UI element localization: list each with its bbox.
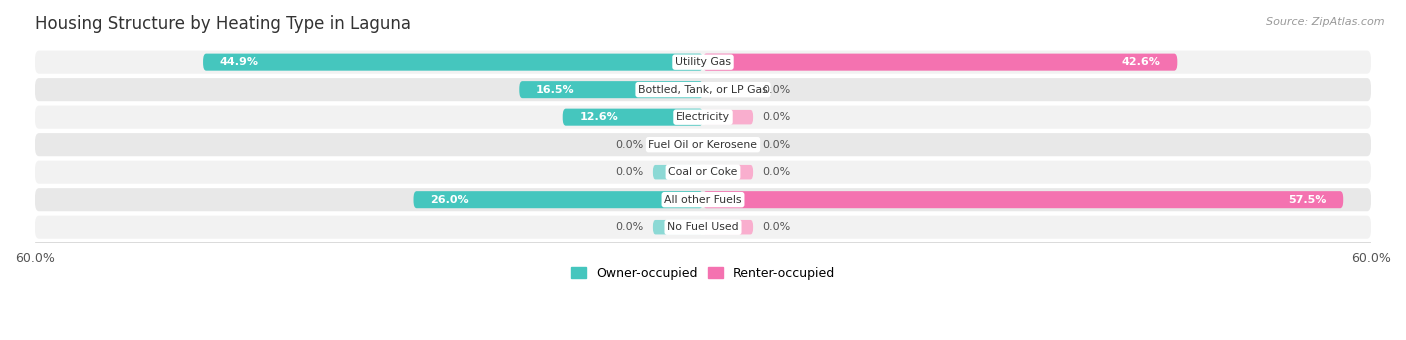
Text: 0.0%: 0.0% bbox=[762, 222, 790, 232]
Text: 0.0%: 0.0% bbox=[762, 140, 790, 150]
FancyBboxPatch shape bbox=[35, 216, 1371, 239]
Text: 57.5%: 57.5% bbox=[1288, 195, 1326, 205]
Text: Coal or Coke: Coal or Coke bbox=[668, 167, 738, 177]
FancyBboxPatch shape bbox=[652, 137, 703, 152]
FancyBboxPatch shape bbox=[703, 220, 754, 235]
FancyBboxPatch shape bbox=[35, 133, 1371, 156]
Text: Electricity: Electricity bbox=[676, 112, 730, 122]
FancyBboxPatch shape bbox=[35, 78, 1371, 101]
Text: 0.0%: 0.0% bbox=[616, 140, 644, 150]
FancyBboxPatch shape bbox=[652, 220, 703, 235]
FancyBboxPatch shape bbox=[703, 137, 754, 152]
Text: 0.0%: 0.0% bbox=[616, 222, 644, 232]
FancyBboxPatch shape bbox=[202, 54, 703, 71]
Text: 0.0%: 0.0% bbox=[616, 167, 644, 177]
FancyBboxPatch shape bbox=[35, 51, 1371, 74]
Text: 44.9%: 44.9% bbox=[219, 57, 259, 67]
Text: 42.6%: 42.6% bbox=[1122, 57, 1160, 67]
Text: 0.0%: 0.0% bbox=[762, 112, 790, 122]
Legend: Owner-occupied, Renter-occupied: Owner-occupied, Renter-occupied bbox=[567, 262, 839, 285]
Text: 0.0%: 0.0% bbox=[762, 167, 790, 177]
Text: 0.0%: 0.0% bbox=[762, 85, 790, 95]
FancyBboxPatch shape bbox=[703, 191, 1343, 208]
Text: Bottled, Tank, or LP Gas: Bottled, Tank, or LP Gas bbox=[638, 85, 768, 95]
Text: 12.6%: 12.6% bbox=[579, 112, 619, 122]
Text: 16.5%: 16.5% bbox=[536, 85, 575, 95]
FancyBboxPatch shape bbox=[519, 81, 703, 98]
Text: Housing Structure by Heating Type in Laguna: Housing Structure by Heating Type in Lag… bbox=[35, 15, 411, 33]
FancyBboxPatch shape bbox=[703, 82, 754, 97]
FancyBboxPatch shape bbox=[562, 109, 703, 126]
FancyBboxPatch shape bbox=[703, 54, 1177, 71]
Text: Source: ZipAtlas.com: Source: ZipAtlas.com bbox=[1267, 17, 1385, 27]
Text: All other Fuels: All other Fuels bbox=[664, 195, 742, 205]
FancyBboxPatch shape bbox=[703, 110, 754, 124]
FancyBboxPatch shape bbox=[652, 165, 703, 180]
Text: Utility Gas: Utility Gas bbox=[675, 57, 731, 67]
FancyBboxPatch shape bbox=[35, 160, 1371, 184]
Text: No Fuel Used: No Fuel Used bbox=[668, 222, 738, 232]
FancyBboxPatch shape bbox=[35, 106, 1371, 129]
FancyBboxPatch shape bbox=[35, 188, 1371, 211]
Text: Fuel Oil or Kerosene: Fuel Oil or Kerosene bbox=[648, 140, 758, 150]
FancyBboxPatch shape bbox=[703, 165, 754, 180]
FancyBboxPatch shape bbox=[413, 191, 703, 208]
Text: 26.0%: 26.0% bbox=[430, 195, 468, 205]
